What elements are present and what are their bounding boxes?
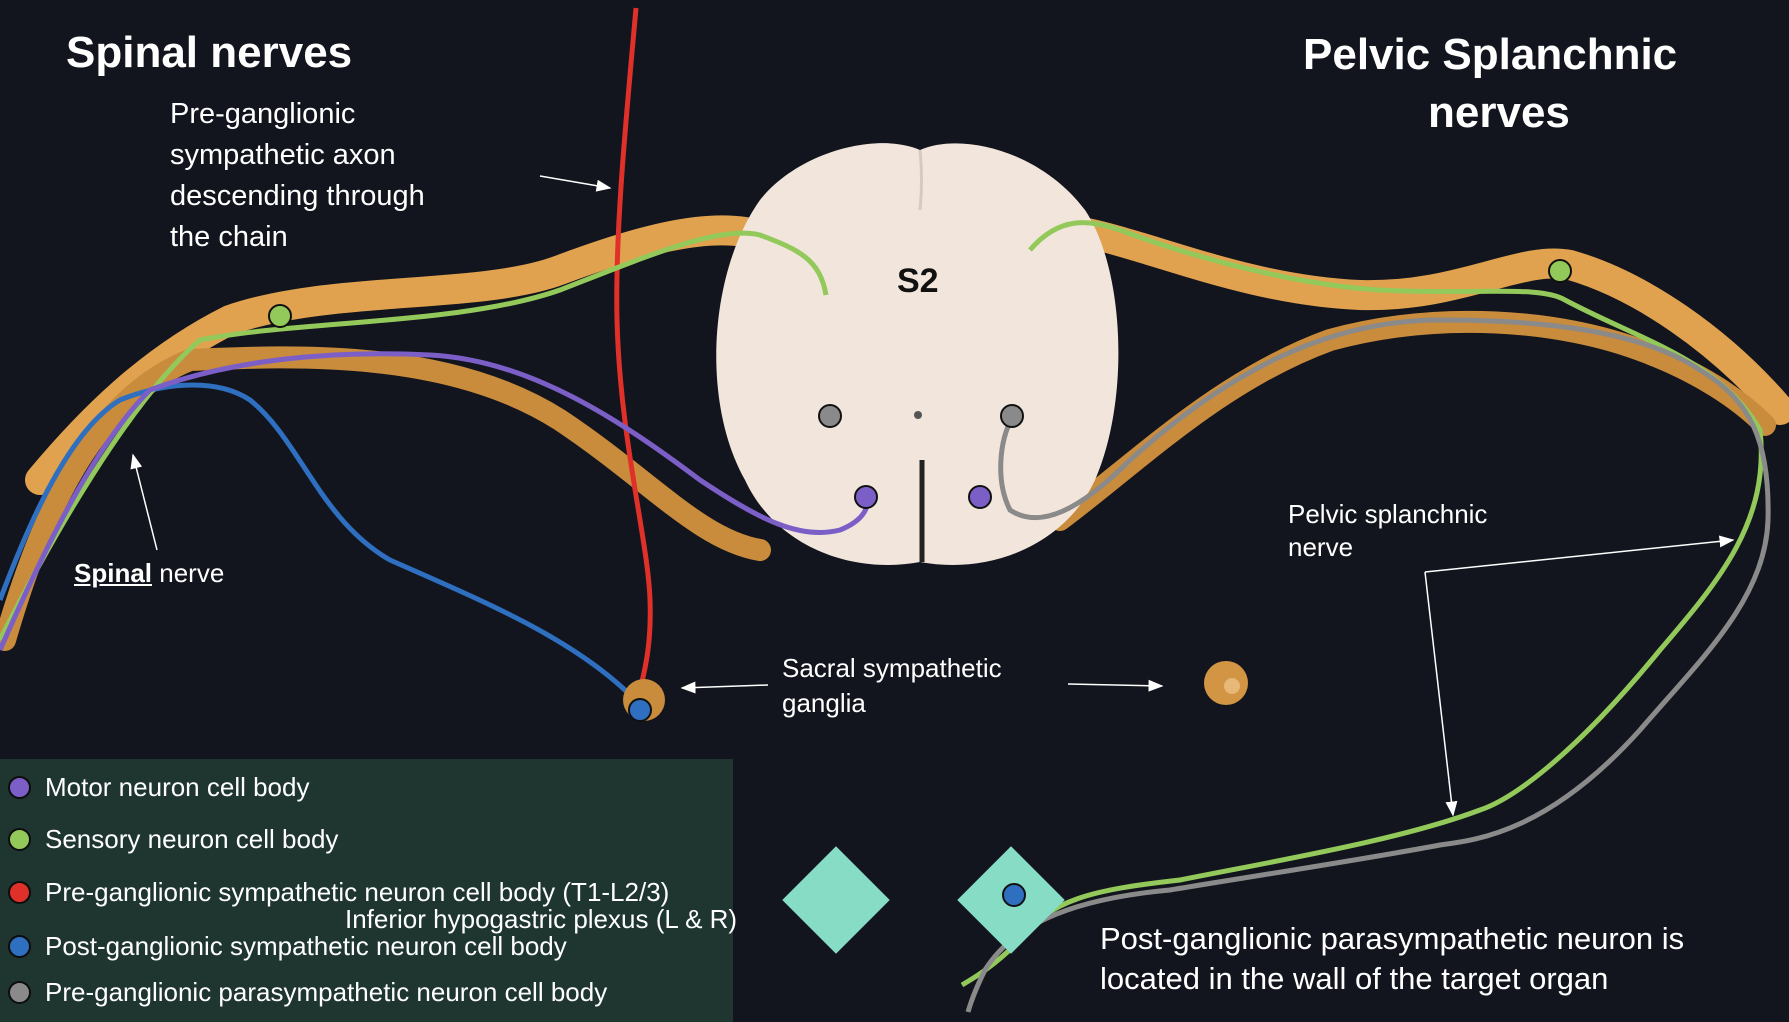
right-motor-cell-body xyxy=(968,485,992,509)
legend-item-preganglionic-parasympathetic: Pre-ganglionic parasympathetic neuron ce… xyxy=(8,975,607,1009)
pelvic-splanchnic-line1: Pelvic splanchnic xyxy=(1288,499,1488,529)
sacral-ganglia-line1: Sacral sympathetic xyxy=(782,653,1002,683)
legend-label-sensory: Sensory neuron cell body xyxy=(45,823,339,854)
left-heading: Spinal nerves xyxy=(66,28,353,77)
right-heading-line1: Pelvic Splanchnic xyxy=(1303,30,1678,79)
legend-item-postganglionic-sympathetic: Post-ganglionic sympathetic neuron cell … xyxy=(8,929,567,963)
spinal-nerve-label: Spinal nerve xyxy=(74,556,224,590)
right-sacral-ganglion-highlight xyxy=(1224,678,1240,694)
right-parasympathetic-cell-body xyxy=(1000,404,1024,428)
right-pelvic-nerve xyxy=(1055,215,1789,425)
motor-fiber xyxy=(0,351,870,652)
pelvic-splanchnic-line2: nerve xyxy=(1288,532,1354,562)
legend-label-preganglionic-parasympathetic: Pre-ganglionic parasympathetic neuron ce… xyxy=(45,976,608,1007)
posterior-notch xyxy=(918,149,923,211)
right-heading-line2: nerves xyxy=(1428,88,1570,137)
spinal-cord-section xyxy=(716,143,1119,565)
preganglionic-axon-line1: Pre-ganglionic xyxy=(170,98,356,130)
inferior-plexus-label: Inferior hypogastric plexus (L & R) xyxy=(345,904,738,934)
post-ganglionic-note-line2: located in the wall of the target organ xyxy=(1100,961,1609,996)
preganglionic-sympathetic-axon xyxy=(614,7,653,691)
right-ganglion-arrow xyxy=(1067,679,1164,692)
postganglionic-sympathetic-swatch xyxy=(8,934,31,958)
spinal-segment-label: S2 xyxy=(897,262,939,300)
legend-label-preganglionic-sympathetic: Pre-ganglionic sympathetic neuron cell b… xyxy=(45,876,670,907)
left-sensory-fiber xyxy=(0,230,829,642)
left-sensory-cell-body xyxy=(268,304,292,328)
preganglionic-axon-line4: the chain xyxy=(170,221,288,253)
preganglionic-axon-line2: sympathetic axon xyxy=(170,139,396,171)
spinal-nerve-emphasis: Spinal xyxy=(74,558,153,588)
legend-item-preganglionic-sympathetic: Pre-ganglionic sympathetic neuron cell b… xyxy=(8,875,669,909)
pelvic-splanchnic-arrow-down xyxy=(1424,571,1458,817)
legend: Motor neuron cell body Sensory neuron ce… xyxy=(0,759,733,1022)
preganglionic-axon-line3: descending through xyxy=(170,180,425,212)
motor-swatch xyxy=(8,775,31,799)
sacral-ganglia-line2: ganglia xyxy=(782,688,866,718)
left-ganglion-arrow xyxy=(680,681,769,694)
legend-label-postganglionic-sympathetic: Post-ganglionic sympathetic neuron cell … xyxy=(45,930,567,961)
ganglion-postganglionic-cell-body xyxy=(628,698,652,722)
legend-item-motor: Motor neuron cell body xyxy=(8,770,309,804)
left-parasympathetic-cell-body xyxy=(818,404,842,428)
right-sensory-cell-body xyxy=(1548,259,1572,283)
preganglionic-parasympathetic-swatch xyxy=(8,980,31,1004)
right-ventral-ramus xyxy=(1049,310,1776,531)
preganglionic-parasympathetic-fiber xyxy=(965,317,1771,1013)
sensory-swatch xyxy=(8,827,31,851)
spinal-nerve-rest: nerve xyxy=(152,558,225,588)
spinal-nerve-arrow xyxy=(130,453,158,551)
legend-item-sensory: Sensory neuron cell body xyxy=(8,822,338,856)
legend-label-motor: Motor neuron cell body xyxy=(45,771,310,802)
postganglionic-sympathetic-fiber xyxy=(0,382,642,707)
right-sensory-fiber xyxy=(960,220,1764,988)
axon-pointer-arrow xyxy=(539,175,612,192)
plexus-postganglionic-cell-body xyxy=(1002,883,1026,907)
pelvic-splanchnic-arrow-up xyxy=(1424,535,1735,573)
post-ganglionic-note-line1: Post-ganglionic parasympathetic neuron i… xyxy=(1100,921,1685,956)
left-ventral-ramus xyxy=(0,346,771,651)
preganglionic-sympathetic-swatch xyxy=(8,880,31,904)
left-motor-cell-body xyxy=(854,485,878,509)
central-canal xyxy=(914,411,922,419)
left-plexus-diamond xyxy=(782,846,890,954)
